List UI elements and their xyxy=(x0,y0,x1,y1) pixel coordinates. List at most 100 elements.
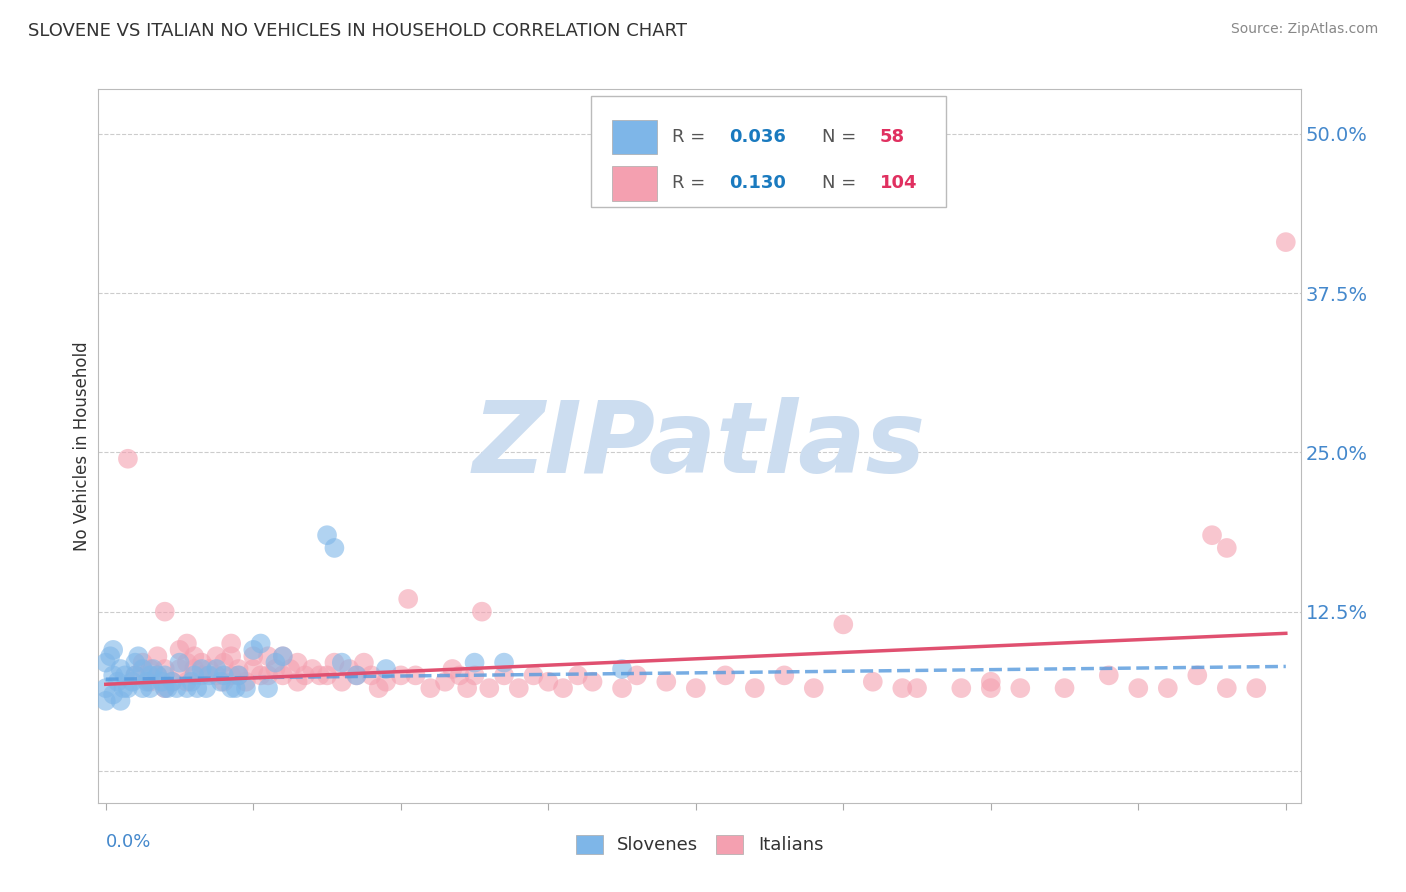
Point xyxy=(330,674,353,689)
Point xyxy=(360,668,382,682)
Point xyxy=(610,662,633,676)
Point xyxy=(110,662,132,676)
Point xyxy=(1098,668,1121,682)
Point xyxy=(190,656,212,670)
Point xyxy=(551,681,574,695)
Point xyxy=(146,649,169,664)
Point xyxy=(264,662,287,676)
Point xyxy=(249,668,271,682)
Point xyxy=(419,681,441,695)
Point xyxy=(389,668,412,682)
Y-axis label: No Vehicles in Household: No Vehicles in Household xyxy=(73,341,91,551)
Point xyxy=(346,668,368,682)
Point xyxy=(375,674,398,689)
Point xyxy=(655,674,678,689)
Point xyxy=(1187,668,1209,682)
Point xyxy=(626,668,648,682)
Point xyxy=(257,668,280,682)
Point xyxy=(950,681,973,695)
Point xyxy=(891,681,914,695)
Point xyxy=(980,681,1002,695)
Point xyxy=(235,674,257,689)
Point xyxy=(153,668,176,682)
Point xyxy=(316,528,339,542)
Point xyxy=(278,662,301,676)
Point xyxy=(353,656,375,670)
Point xyxy=(346,668,368,682)
Point xyxy=(127,649,149,664)
Point xyxy=(1246,681,1268,695)
Point xyxy=(249,636,271,650)
Point xyxy=(441,662,464,676)
Point xyxy=(176,681,198,695)
FancyBboxPatch shape xyxy=(592,96,946,207)
Point xyxy=(209,674,232,689)
Point xyxy=(112,681,135,695)
Point xyxy=(150,674,173,689)
Point xyxy=(1053,681,1076,695)
Point xyxy=(228,668,250,682)
Point xyxy=(294,668,316,682)
Point xyxy=(610,681,633,695)
Point xyxy=(212,656,235,670)
Point xyxy=(330,656,353,670)
Point xyxy=(114,668,136,682)
Point xyxy=(522,668,544,682)
Point xyxy=(212,674,235,689)
Point xyxy=(117,681,139,695)
Point xyxy=(492,668,515,682)
Point xyxy=(169,643,191,657)
Point xyxy=(139,662,162,676)
Point xyxy=(1128,681,1150,695)
Point xyxy=(136,674,159,689)
Point xyxy=(160,674,183,689)
Point xyxy=(153,681,176,695)
Point xyxy=(271,668,294,682)
Point xyxy=(131,681,153,695)
Point xyxy=(160,674,183,689)
Point xyxy=(219,649,242,664)
Text: 0.130: 0.130 xyxy=(730,175,786,193)
Point xyxy=(101,643,124,657)
Point xyxy=(139,674,162,689)
Point xyxy=(101,668,124,682)
Point xyxy=(396,591,419,606)
Point xyxy=(219,636,242,650)
Point xyxy=(803,681,825,695)
Point xyxy=(205,662,228,676)
Legend: Slovenes, Italians: Slovenes, Italians xyxy=(568,828,831,862)
Point xyxy=(212,668,235,682)
Point xyxy=(228,662,250,676)
Point xyxy=(186,681,208,695)
Point xyxy=(153,605,176,619)
Point xyxy=(156,681,179,695)
Point xyxy=(287,656,309,670)
Text: 0.0%: 0.0% xyxy=(105,833,152,851)
Point xyxy=(375,662,398,676)
Point xyxy=(773,668,796,682)
Point xyxy=(744,681,766,695)
Point xyxy=(271,649,294,664)
Point xyxy=(183,662,205,676)
Point xyxy=(94,656,117,670)
Bar xyxy=(612,120,658,154)
Point xyxy=(508,681,530,695)
Point xyxy=(219,681,242,695)
Point xyxy=(153,662,176,676)
Point xyxy=(153,681,176,695)
Text: N =: N = xyxy=(823,175,862,193)
Point xyxy=(190,662,212,676)
Point xyxy=(205,668,228,682)
Point xyxy=(242,649,264,664)
Point xyxy=(264,656,287,670)
Point xyxy=(219,668,242,682)
Point xyxy=(478,681,501,695)
Point xyxy=(714,668,737,682)
Text: 104: 104 xyxy=(880,175,917,193)
Point xyxy=(471,605,494,619)
Point xyxy=(198,668,221,682)
Point xyxy=(146,668,169,682)
Point xyxy=(142,662,165,676)
Point xyxy=(464,656,486,670)
Point xyxy=(271,649,294,664)
